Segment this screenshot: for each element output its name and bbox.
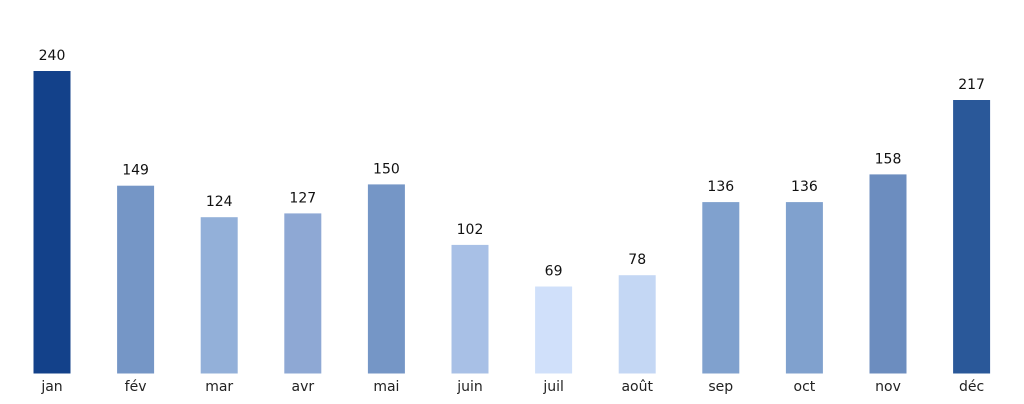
category-label-août: août (621, 379, 653, 395)
value-label-mai: 150 (373, 161, 400, 177)
category-label-déc: déc (959, 379, 984, 395)
bar-déc (953, 100, 991, 374)
category-label-juil: juil (542, 379, 564, 395)
value-labels-group: 240 149 124 127 150 102 69 78 136 136 158 217 (39, 48, 985, 280)
bars-group (33, 71, 991, 374)
value-label-sep: 136 (707, 179, 734, 195)
bar-fév (117, 185, 155, 374)
value-label-avr: 127 (289, 190, 316, 206)
value-label-jan: 240 (39, 48, 66, 64)
value-label-mar: 124 (206, 194, 233, 210)
category-label-avr: avr (291, 379, 314, 395)
category-label-juin: juin (456, 379, 483, 395)
bar-sep (702, 202, 740, 374)
category-label-fév: fév (125, 379, 147, 395)
category-label-oct: oct (794, 379, 816, 395)
value-label-juil: 69 (545, 264, 563, 280)
category-label-mar: mar (205, 379, 233, 395)
bar-oct (785, 202, 823, 374)
category-label-sep: sep (708, 379, 733, 395)
value-label-juin: 102 (457, 222, 484, 238)
value-label-oct: 136 (791, 179, 818, 195)
bar-juil (535, 286, 573, 374)
bar-juin (451, 244, 489, 374)
category-label-nov: nov (875, 379, 901, 395)
value-label-déc: 217 (958, 77, 985, 93)
category-labels-group: jan fév mar avr mai juin juil août sep oct nov déc (40, 379, 984, 395)
category-label-jan: jan (40, 379, 62, 395)
bar-mai (367, 184, 405, 374)
value-label-fév: 149 (122, 163, 149, 179)
bar-jan (33, 71, 71, 374)
bar-nov (869, 174, 907, 374)
value-label-nov: 158 (875, 151, 902, 167)
bar-avr (284, 213, 322, 374)
bar-mar (200, 217, 238, 374)
bar-août (618, 275, 656, 374)
category-label-mai: mai (373, 379, 399, 395)
value-label-août: 78 (628, 252, 646, 268)
